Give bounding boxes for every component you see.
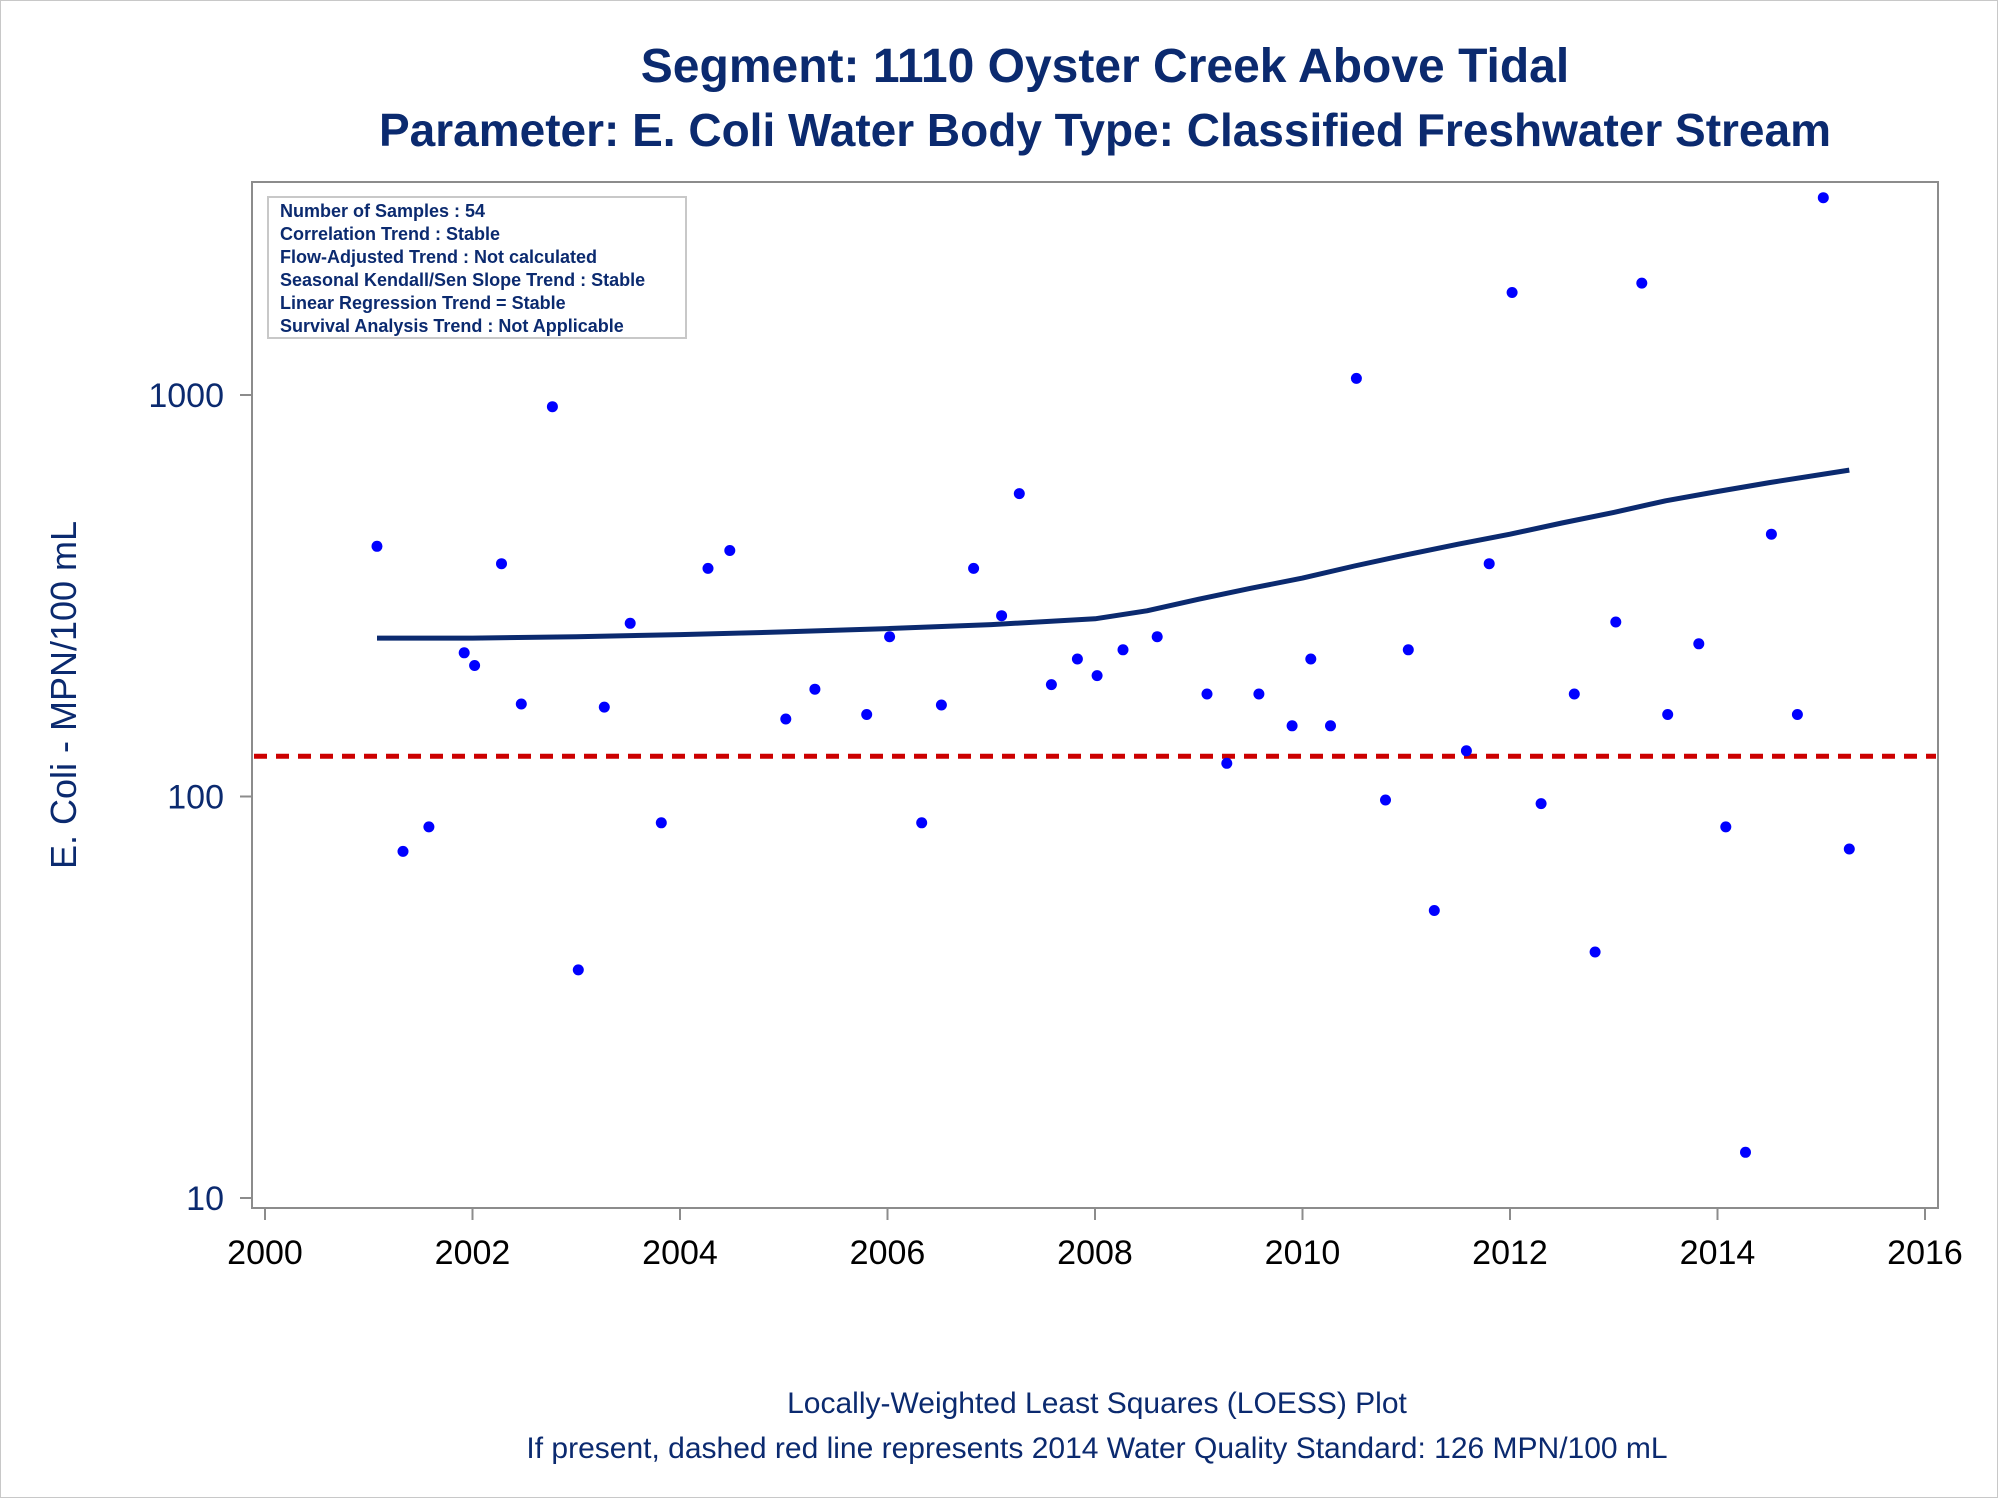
sample-point (1636, 277, 1648, 289)
sample-point (1589, 946, 1601, 958)
sample-point (1428, 905, 1440, 916)
plot-area (251, 181, 1939, 1209)
x-tick-label: 2002 (435, 1234, 511, 1272)
sample-point (702, 562, 714, 574)
stats-linear-regression-trend: Linear Regression Trend = Stable (280, 293, 566, 313)
x-tick-label: 2004 (642, 1234, 718, 1272)
sample-point (1720, 821, 1732, 833)
x-tick-label: 2016 (1887, 1234, 1963, 1272)
sample-point (1305, 653, 1317, 665)
sample-point (916, 817, 928, 829)
sample-point (1662, 709, 1674, 720)
sample-point (1221, 757, 1233, 769)
y-axis: 10 100 1000 (148, 377, 252, 1218)
sample-point (655, 817, 667, 829)
sample-point (1380, 794, 1391, 806)
sample-point (996, 610, 1008, 622)
sample-point (496, 558, 507, 570)
sample-point (458, 647, 470, 659)
sample-point (546, 401, 558, 413)
footnote-standard: If present, dashed red line represents 2… (526, 1432, 1667, 1465)
stats-sample-count: Number of Samples : 54 (280, 201, 485, 221)
sample-point (1201, 688, 1213, 700)
loess-layer (377, 467, 1850, 641)
sample-point (1402, 644, 1414, 656)
y-tick-label: 100 (167, 779, 224, 817)
stats-correlation-trend: Correlation Trend : Stable (280, 224, 500, 244)
sample-point (1693, 638, 1705, 650)
sample-point (780, 713, 792, 725)
sample-point (1045, 679, 1057, 691)
sample-point (1253, 688, 1265, 700)
stats-box-border (267, 196, 687, 339)
trend-stats-box: Number of Samples : 54 Correlation Trend… (267, 196, 687, 339)
sample-point (397, 845, 409, 857)
x-tick-label: 2006 (850, 1234, 926, 1272)
y-axis-label: E. Coli - MPN/100 mL (43, 521, 84, 869)
y-tick-label: 10 (186, 1180, 224, 1218)
sample-point (598, 701, 610, 713)
x-tick-label: 2000 (227, 1234, 303, 1272)
sample-point (1350, 372, 1362, 384)
sample-point (423, 821, 435, 833)
x-tick-label: 2008 (1057, 1234, 1133, 1272)
sample-point (1013, 488, 1025, 500)
loess-curve (377, 467, 1850, 641)
sample-point (1151, 631, 1163, 643)
x-tick-label: 2014 (1680, 1234, 1756, 1272)
y-tick-label: 1000 (148, 377, 224, 415)
sample-point (861, 709, 873, 720)
sample-point (1325, 720, 1336, 732)
points-layer (371, 192, 1855, 1158)
footnote-loess: Locally-Weighted Least Squares (LOESS) P… (787, 1387, 1407, 1420)
sample-point (1817, 192, 1829, 204)
sample-point (371, 540, 383, 552)
sample-point (935, 699, 947, 711)
x-tick-label: 2012 (1472, 1234, 1548, 1272)
sample-point (515, 698, 527, 710)
sample-point (1286, 720, 1298, 732)
sample-point (809, 683, 821, 695)
sample-point (1843, 843, 1855, 855)
sample-point (1071, 653, 1083, 665)
sample-point (1535, 798, 1547, 810)
sample-point (1791, 709, 1803, 720)
sample-point (1610, 616, 1622, 628)
sample-point (1765, 528, 1777, 540)
x-axis: 2000 2002 2004 2006 2008 2010 2012 2014 2016 (227, 1208, 1963, 1272)
x-tick-label: 2010 (1265, 1234, 1341, 1272)
sample-point (624, 617, 636, 629)
sample-point (968, 562, 980, 574)
stats-survival-analysis-trend: Survival Analysis Trend : Not Applicable (280, 316, 624, 336)
sample-point (1117, 644, 1129, 656)
sample-point (1483, 558, 1495, 570)
chart-title: Segment: 1110 Oyster Creek Above Tidal (641, 40, 1569, 93)
stats-seasonal-kendall-trend: Seasonal Kendall/Sen Slope Trend : Stabl… (280, 270, 645, 290)
sample-point (884, 631, 896, 643)
sample-point (469, 660, 481, 671)
chart-subtitle: Parameter: E. Coli Water Body Type: Clas… (379, 104, 1831, 156)
sample-point (572, 964, 584, 976)
sample-point (1506, 287, 1518, 298)
sample-point (1091, 670, 1103, 682)
sample-point (1460, 745, 1472, 757)
sample-point (1740, 1146, 1751, 1158)
sample-point (724, 545, 736, 556)
stats-flow-adjusted-trend: Flow-Adjusted Trend : Not calculated (280, 247, 597, 267)
sample-point (1568, 688, 1580, 700)
